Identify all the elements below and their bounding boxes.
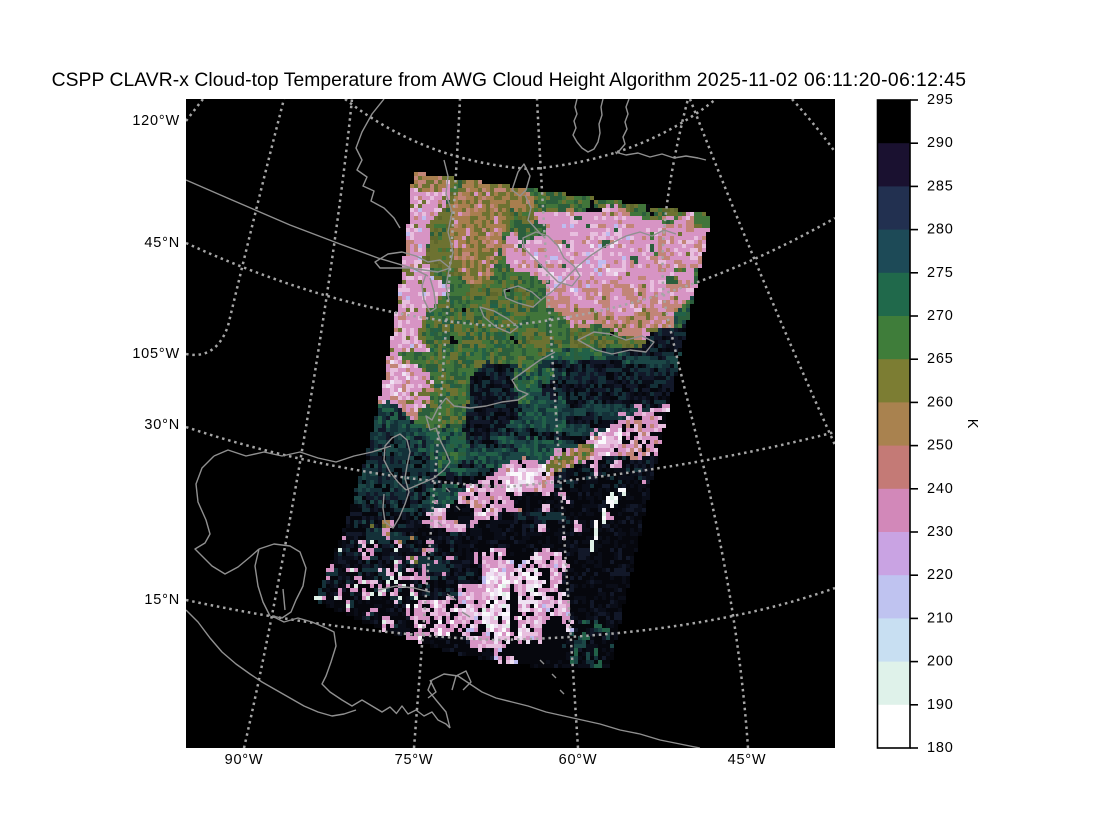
svg-text:90°W: 90°W	[225, 752, 264, 768]
svg-text:230: 230	[927, 524, 954, 540]
svg-text:265: 265	[927, 351, 954, 367]
svg-text:260: 260	[927, 394, 954, 410]
svg-text:290: 290	[927, 135, 954, 151]
svg-text:220: 220	[927, 567, 954, 583]
svg-text:295: 295	[927, 92, 954, 108]
svg-text:120°W: 120°W	[132, 113, 180, 129]
svg-text:30°N: 30°N	[144, 417, 180, 433]
svg-text:15°N: 15°N	[144, 592, 180, 608]
svg-text:210: 210	[927, 610, 954, 626]
svg-text:200: 200	[927, 654, 954, 670]
svg-text:240: 240	[927, 481, 954, 497]
svg-text:275: 275	[927, 265, 954, 281]
svg-text:180: 180	[927, 740, 954, 756]
svg-text:250: 250	[927, 438, 954, 454]
svg-text:45°N: 45°N	[144, 235, 180, 251]
svg-text:45°W: 45°W	[728, 752, 767, 768]
svg-text:75°W: 75°W	[395, 752, 434, 768]
svg-text:CSPP CLAVR-x Cloud-top Tempera: CSPP CLAVR-x Cloud-top Temperature from …	[52, 70, 967, 91]
svg-text:280: 280	[927, 222, 954, 238]
svg-text:285: 285	[927, 178, 954, 194]
svg-text:190: 190	[927, 697, 954, 713]
svg-text:K: K	[964, 419, 980, 429]
svg-text:270: 270	[927, 308, 954, 324]
svg-text:60°W: 60°W	[559, 752, 598, 768]
svg-text:105°W: 105°W	[132, 346, 180, 362]
